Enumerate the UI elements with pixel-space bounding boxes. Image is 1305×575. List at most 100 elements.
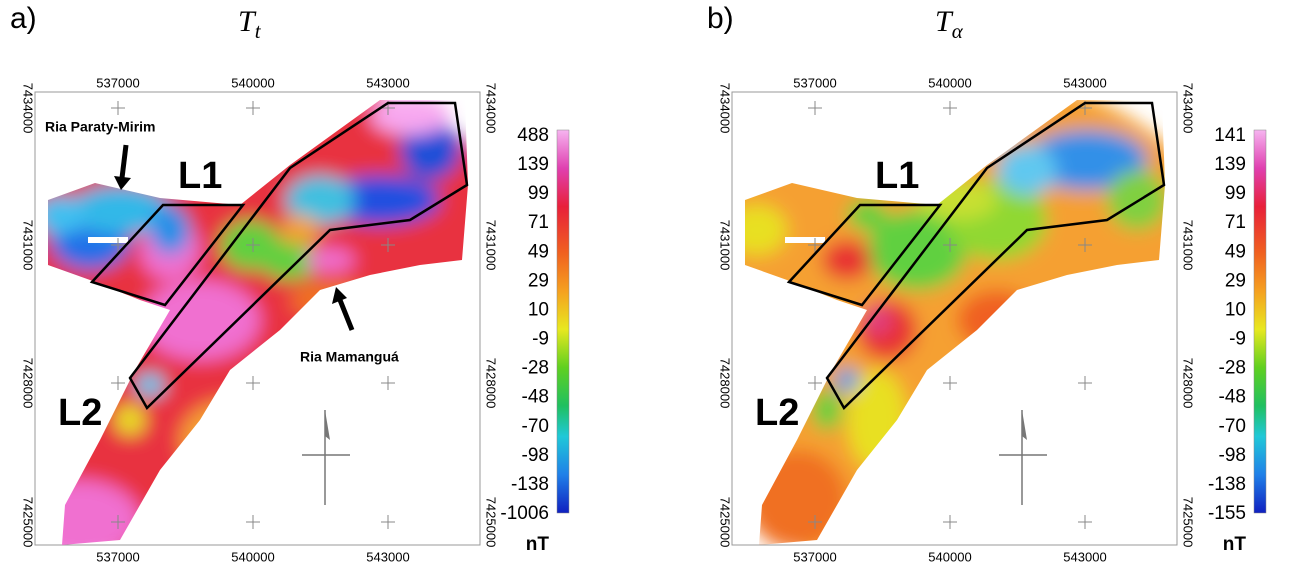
north-arrow [325, 410, 330, 440]
colorbar-label: -138 [511, 474, 549, 495]
anomaly-blob [812, 390, 842, 430]
l1-outline [89, 203, 246, 307]
anomaly-blob [400, 120, 460, 180]
anomaly-blob [997, 145, 1057, 195]
panel-label: a) [10, 2, 37, 35]
y-tick-label: 7431000 [718, 220, 733, 271]
colorbar-label: 141 [1214, 125, 1246, 146]
colorbar-label: -1006 [500, 503, 549, 524]
x-tick-label: 543000 [1063, 75, 1106, 90]
anomaly-blob [745, 100, 1165, 545]
colorbar-label: -70 [522, 416, 549, 437]
title-symbol: T [935, 5, 954, 38]
colorbar-label: -9 [1229, 329, 1246, 350]
colorbar-label: -70 [1219, 416, 1246, 437]
title-subscript: α [952, 19, 964, 43]
x-tick-label: 543000 [366, 549, 409, 564]
anomaly-blob [48, 480, 140, 545]
pointer-arrow [332, 287, 347, 304]
x-tick-label: 543000 [366, 75, 409, 90]
pointer-arrow [119, 144, 129, 179]
colorbar-label: 139 [1214, 154, 1246, 175]
data-gap [88, 237, 128, 243]
colorbar-label: 71 [1225, 212, 1246, 233]
y-tick-label: 7425000 [1181, 497, 1196, 548]
map-panel: b) Tα 537000 537000 540000 540000 543000 543000… [707, 2, 1267, 564]
place-label: Ria Paraty-Mirim [45, 119, 155, 135]
y-tick-label: 7431000 [484, 220, 499, 271]
colorbar-label: -98 [522, 445, 549, 466]
x-tick-label: 537000 [96, 75, 139, 90]
colorbar-label: -98 [1219, 445, 1246, 466]
anomaly-blob [135, 373, 165, 397]
anomaly-field [745, 100, 1165, 545]
title-symbol: T [238, 5, 257, 38]
colorbar-label: -9 [532, 329, 549, 350]
line-label: L2 [755, 392, 799, 434]
y-tick-label: 7434000 [21, 83, 36, 134]
colorbar-label: 49 [528, 241, 549, 262]
colorbar [556, 129, 570, 514]
anomaly-blob [140, 280, 260, 360]
map-frame [34, 91, 481, 546]
y-tick-label: 7428000 [1181, 358, 1196, 409]
line-label: L1 [178, 155, 222, 197]
colorbar-label: -155 [1208, 503, 1246, 524]
anomaly-blobs [48, 100, 468, 545]
x-tick-label: 537000 [793, 549, 836, 564]
pointer-arrow [337, 299, 355, 331]
anomaly-blob [867, 210, 967, 290]
colorbar-label: 139 [517, 154, 549, 175]
anomaly-blob [835, 368, 859, 392]
map-frame [731, 91, 1178, 546]
anomaly-blob [305, 248, 355, 272]
panel-title: Tt [238, 5, 262, 43]
x-tick-label: 537000 [793, 75, 836, 90]
colorbar-label: 71 [528, 212, 549, 233]
l2-outline [128, 101, 469, 411]
colorbar-unit: nT [526, 534, 550, 555]
colorbar-label: 488 [517, 125, 549, 146]
l2-outline [825, 101, 1166, 411]
colorbar-unit: nT [1223, 534, 1247, 555]
colorbar-label: 10 [1225, 299, 1246, 320]
title-subscript: t [255, 19, 262, 43]
anomaly-blob [260, 240, 320, 280]
x-tick-label: 540000 [928, 75, 971, 90]
y-tick-label: 7431000 [21, 220, 36, 271]
x-tick-label: 540000 [231, 549, 274, 564]
colorbar-label: 29 [1225, 270, 1246, 291]
colorbar-label: -138 [1208, 474, 1246, 495]
y-tick-label: 7425000 [484, 497, 499, 548]
y-tick-label: 7434000 [484, 83, 499, 134]
colorbar-label: 99 [1225, 183, 1246, 204]
colorbar-label: 10 [528, 299, 549, 320]
anomaly-blob [1107, 170, 1165, 230]
anomaly-blob [285, 175, 355, 225]
line-label: L2 [58, 392, 102, 434]
y-tick-label: 7428000 [21, 358, 36, 409]
colorbar-label: -48 [1219, 387, 1246, 408]
map-panel: a) Tt 537000 537000 540000 540000 543000 543000… [10, 2, 570, 564]
data-gap [785, 237, 825, 243]
y-tick-label: 7425000 [718, 497, 733, 548]
anomaly-blob [180, 400, 280, 480]
y-tick-label: 7434000 [1181, 83, 1196, 134]
colorbar-label: -48 [522, 387, 549, 408]
anomaly-blob [1027, 130, 1147, 190]
anomaly-blob [150, 205, 190, 255]
anomaly-blob [48, 195, 85, 235]
colorbar-label: 29 [528, 270, 549, 291]
anomaly-blob [822, 240, 872, 280]
y-tick-label: 7428000 [484, 358, 499, 409]
anomaly-blob [862, 305, 892, 335]
anomaly-blob [957, 290, 1037, 350]
anomaly-field [48, 100, 468, 545]
anomaly-blob [745, 205, 787, 255]
north-arrow [1022, 410, 1027, 440]
colorbar-label: -28 [1219, 358, 1246, 379]
anomaly-blob [917, 180, 997, 220]
panel-label: b) [707, 2, 734, 35]
colorbar [1253, 129, 1267, 514]
x-tick-label: 540000 [231, 75, 274, 90]
